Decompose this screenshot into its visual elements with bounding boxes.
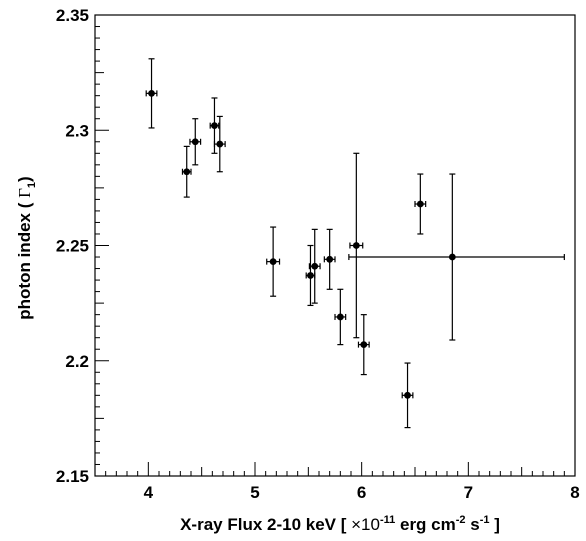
data-point: [414, 173, 427, 235]
data-marker: [307, 272, 314, 279]
x-tick-label: 6: [357, 483, 366, 502]
y-tick-label: 2.35: [56, 6, 89, 25]
x-axis-title-exp2: -2: [456, 514, 466, 526]
y-tick-label: 2.15: [56, 467, 89, 486]
x-axis-title-prefix: X-ray Flux 2-10 keV [: [180, 515, 351, 534]
data-marker: [269, 258, 277, 266]
x-axis-title-exp1: -11: [380, 514, 395, 526]
data-marker: [352, 242, 360, 249]
data-marker: [326, 255, 334, 263]
data-marker: [336, 313, 344, 321]
data-point: [349, 152, 364, 339]
x-tick-label: 8: [570, 483, 579, 502]
data-marker: [448, 253, 456, 261]
data-marker: [216, 140, 224, 148]
y-axis-title-symbol: Γ: [15, 188, 34, 198]
y-axis-title-prefix: photon index (: [15, 198, 34, 320]
y-tick-label: 2.3: [65, 121, 89, 140]
data-point: [145, 58, 158, 129]
data-point: [308, 228, 321, 304]
data-marker: [416, 200, 424, 208]
data-point: [401, 362, 414, 429]
data-marker: [191, 138, 199, 146]
x-axis-title-mid: erg cm: [395, 515, 455, 534]
data-point: [213, 115, 226, 173]
data-marker: [311, 262, 319, 270]
data-marker: [148, 89, 155, 97]
data-point: [323, 228, 336, 290]
data-marker: [183, 168, 191, 176]
data-marker: [211, 122, 218, 130]
data-point: [305, 244, 316, 307]
data-point: [181, 145, 192, 198]
y-tick-label: 2.2: [65, 352, 89, 371]
x-tick-label: 5: [250, 483, 259, 502]
x-tick-label: 4: [144, 483, 154, 502]
data-marker: [404, 391, 411, 399]
data-point: [266, 226, 281, 297]
x-axis-title-mid2: s: [466, 515, 480, 534]
y-axis-title-suffix: ): [15, 176, 34, 182]
data-point: [348, 173, 565, 341]
x-axis-title-exp3: -1: [480, 514, 490, 526]
y-axis-title-sub: 1: [26, 182, 38, 188]
data-marker: [360, 341, 368, 349]
data-point: [357, 314, 370, 376]
x-axis-title-suffix: ]: [490, 515, 500, 534]
axis-ticks: [94, 14, 576, 477]
data-point: [334, 288, 347, 346]
x-axis-title: X-ray Flux 2-10 keV [ ×10-11 erg cm-2 s-…: [180, 514, 500, 534]
axis-tick-labels: 4 5 6 7 8 2.15 2.2 2.25 2.3 2.35: [56, 6, 580, 502]
y-tick-label: 2.25: [56, 237, 89, 256]
x-tick-label: 7: [464, 483, 473, 502]
data-point: [189, 118, 202, 166]
x-axis-title-times: ×10: [351, 515, 380, 534]
y-axis-title: photon index ( Γ1): [15, 176, 38, 319]
plot-frame: [94, 14, 576, 477]
data-points: [145, 58, 565, 429]
